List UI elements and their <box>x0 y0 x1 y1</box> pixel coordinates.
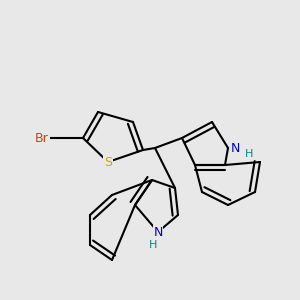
Text: S: S <box>104 155 112 169</box>
Text: N: N <box>231 142 240 154</box>
Text: H: H <box>149 241 158 250</box>
Text: H: H <box>244 149 253 159</box>
Text: N: N <box>153 226 163 238</box>
Text: Br: Br <box>35 131 49 145</box>
